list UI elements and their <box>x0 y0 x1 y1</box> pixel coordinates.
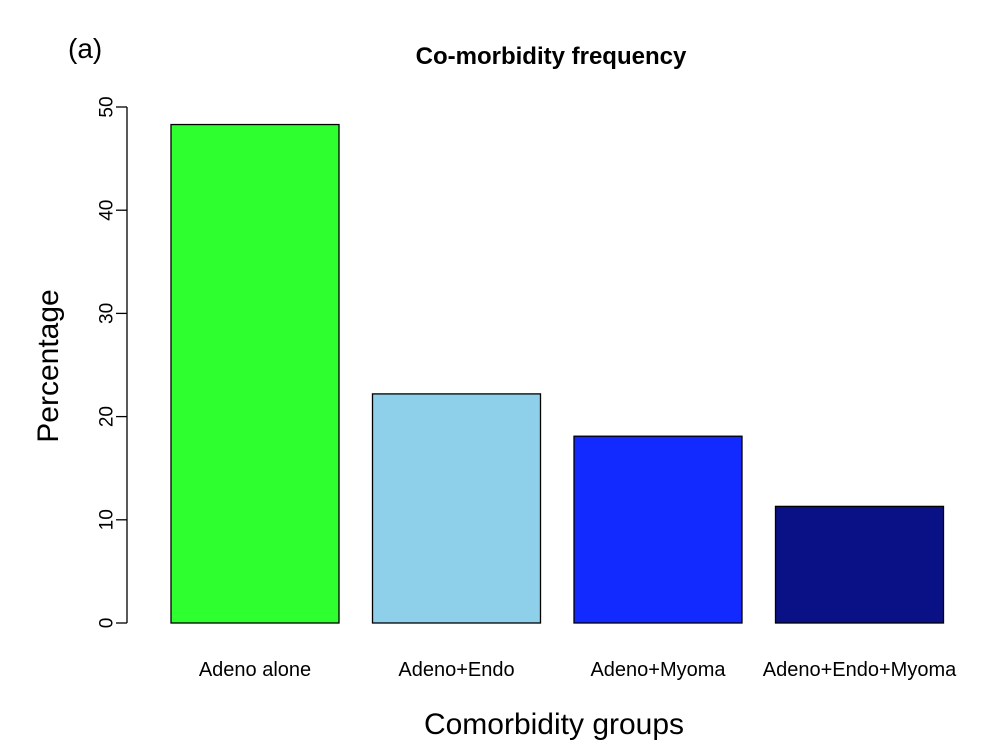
x-axis-title: Comorbidity groups <box>424 708 684 741</box>
y-tick-label: 50 <box>97 96 118 117</box>
y-tick-label: 0 <box>97 618 118 629</box>
y-axis: 0 10 20 30 40 50 <box>97 96 128 629</box>
y-tick-label: 30 <box>97 303 118 324</box>
x-category-label: Adeno alone <box>199 659 311 681</box>
panel-label: (a) <box>68 33 102 64</box>
y-tick-label: 10 <box>97 509 118 530</box>
y-tick-label: 40 <box>97 200 118 221</box>
bar-3 <box>573 435 743 624</box>
x-category-label: Adeno+Endo <box>398 659 514 681</box>
x-category-label: Adeno+Myoma <box>590 659 726 681</box>
y-tick-label: 20 <box>97 406 118 427</box>
bar-2 <box>371 393 542 624</box>
x-axis-labels: Adeno alone Adeno+Endo Adeno+Myoma Adeno+En… <box>199 659 957 681</box>
bar-4 <box>774 505 945 624</box>
bars <box>170 123 945 624</box>
chart-title: Co-morbidity frequency <box>416 43 687 70</box>
x-category-label: Adeno+Endo+Myoma <box>763 659 957 681</box>
bar-1 <box>170 123 340 624</box>
y-axis-title: Percentage <box>32 289 65 442</box>
